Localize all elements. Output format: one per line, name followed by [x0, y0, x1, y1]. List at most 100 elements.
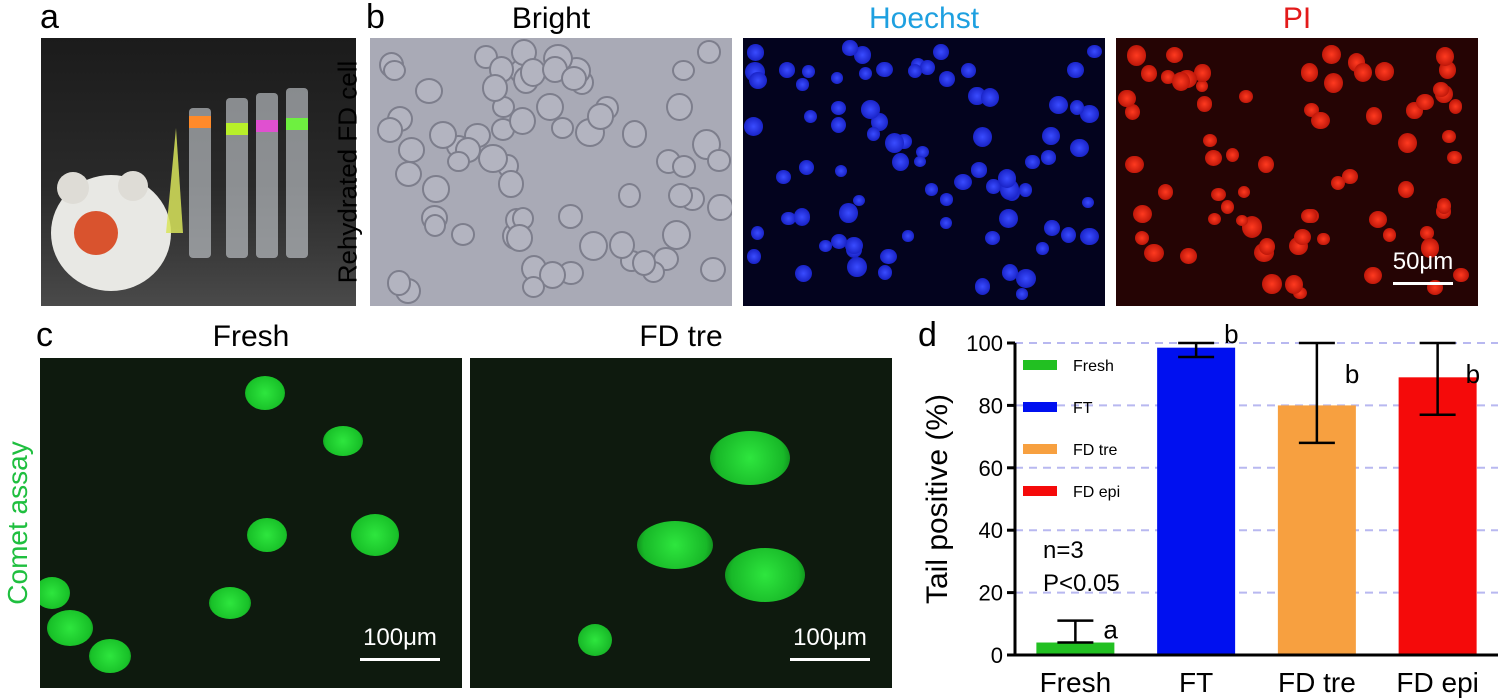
cell-blob: [609, 231, 636, 260]
cell-blob: [422, 175, 450, 203]
cell-blob: [750, 226, 764, 241]
micrograph-hoechst: [743, 38, 1105, 306]
scale-bar-100-fresh-line: [360, 658, 440, 661]
cell-blob: [1324, 72, 1344, 93]
cell-blob: [699, 257, 726, 283]
cell-blob: [1070, 100, 1085, 115]
cell-blob: [1141, 65, 1157, 82]
cell-blob: [1081, 196, 1094, 209]
cell-blob: [1171, 71, 1190, 91]
legend-swatch: [1023, 486, 1057, 496]
cell-blob: [661, 220, 691, 251]
cell-blob: [621, 120, 648, 148]
x-tick-label: FT: [1179, 667, 1213, 698]
cell-blob: [1342, 168, 1359, 184]
cell-blob: [672, 60, 695, 82]
cell-blob: [1311, 111, 1331, 130]
cell-blob: [997, 169, 1017, 189]
cell-blob: [1144, 243, 1165, 262]
cell-blob: [1124, 104, 1140, 121]
cell-blob: [1044, 219, 1060, 236]
cell-blob: [1069, 138, 1089, 158]
cell-blob: [40, 577, 70, 609]
panel-label-b: b: [366, 0, 385, 36]
cell-blob: [1353, 62, 1372, 82]
cell-blob: [450, 222, 475, 246]
cell-blob: [632, 249, 657, 276]
cell-blob: [803, 109, 817, 123]
cell-blob: [89, 639, 131, 673]
cell-blob: [1237, 185, 1250, 198]
scale-bar-50-line: [1393, 282, 1453, 285]
cell-blob: [842, 40, 858, 56]
cell-blob: [793, 208, 811, 226]
cell-blob: [1207, 213, 1221, 226]
cell-blob: [747, 249, 761, 265]
cell-blob: [1398, 132, 1418, 153]
cell-blob: [877, 265, 893, 281]
cell-blob: [586, 102, 615, 130]
cell-blob: [247, 518, 287, 552]
cell-blob: [880, 248, 898, 265]
cell-blob: [377, 117, 404, 144]
scale-bar-50-text: 50μm: [1392, 248, 1454, 275]
cell-blob: [481, 74, 509, 102]
cell-blob: [1203, 133, 1218, 147]
cell-blob: [560, 66, 587, 92]
cell-blob: [795, 78, 809, 91]
title-pi: PI: [1282, 2, 1312, 35]
cell-blob: [447, 150, 471, 173]
cell-blob: [47, 610, 93, 646]
cell-blob: [1080, 227, 1099, 246]
cell-blob: [920, 59, 935, 75]
sig-letter: b: [1224, 319, 1238, 349]
cell-blob: [1447, 151, 1462, 165]
micrograph-comet-fresh: 100μm: [40, 358, 462, 688]
cell-blob: [973, 126, 993, 147]
cell-blob: [1330, 175, 1345, 191]
title-bright: Bright: [511, 2, 591, 35]
cell-blob: [749, 71, 767, 89]
cell-blob: [498, 170, 524, 198]
cell-blob: [414, 77, 443, 104]
cell-blob: [1236, 215, 1249, 227]
cell-blob: [323, 426, 363, 456]
cell-blob: [853, 46, 872, 65]
legend-swatch: [1023, 444, 1057, 454]
cell-blob: [885, 133, 905, 154]
y-tick-label: 100: [966, 331, 1003, 356]
cell-blob: [776, 169, 792, 184]
cell-blob: [637, 521, 713, 569]
cell-blob: [1259, 238, 1276, 256]
bar-fd-epi: [1398, 377, 1477, 655]
cell-blob: [398, 137, 426, 163]
cell-blob: [1238, 89, 1253, 104]
cell-blob: [550, 117, 575, 139]
cell-blob: [1366, 107, 1382, 125]
cell-blob: [953, 173, 973, 191]
cell-blob: [743, 116, 764, 136]
cell-blob: [1374, 62, 1395, 82]
cell-blob: [801, 65, 815, 78]
scale-bar-100-fdtre: 100μm: [780, 624, 880, 661]
bar-ft: [1157, 347, 1236, 655]
cell-blob: [707, 193, 732, 222]
cell-blob: [778, 61, 796, 79]
cell-blob: [924, 182, 939, 196]
sig-letter: b: [1466, 359, 1480, 389]
photo-mouse-and-vials: [41, 38, 356, 306]
cell-blob: [961, 63, 976, 78]
panel-label-a: a: [40, 0, 59, 36]
cell-blob: [1087, 45, 1102, 58]
cell-blob: [831, 234, 847, 250]
cell-blob: [672, 155, 697, 179]
cell-blob: [1125, 155, 1144, 174]
cell-blob: [1382, 228, 1397, 243]
cell-blob: [939, 216, 952, 230]
legend-swatch: [1023, 402, 1057, 412]
cell-blob: [1166, 46, 1184, 63]
cell-blob: [351, 514, 399, 556]
cell-blob: [999, 208, 1018, 228]
scale-bar-100-fresh: 100μm: [350, 624, 450, 661]
y-tick-label: 20: [979, 581, 1003, 606]
